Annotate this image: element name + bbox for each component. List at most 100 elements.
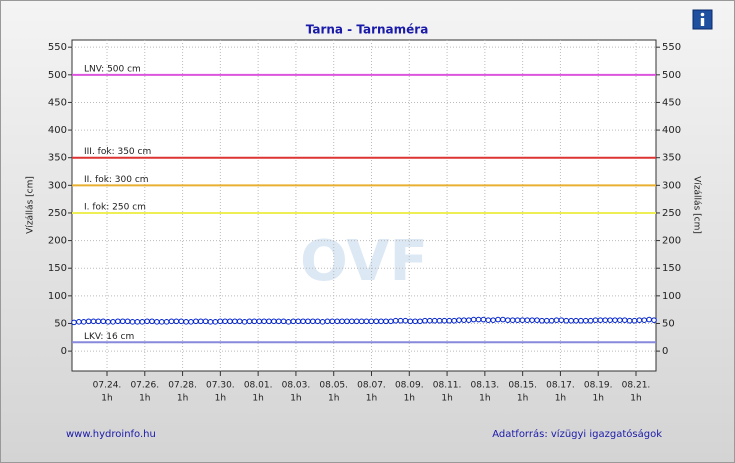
data-point <box>451 317 457 324</box>
watermark: OVF <box>300 229 428 294</box>
data-point <box>587 317 594 324</box>
data-point <box>124 318 131 325</box>
y2-tick-label: 550 <box>662 42 681 53</box>
data-point <box>534 317 540 323</box>
y-tick-label: 450 <box>48 97 67 108</box>
threshold-label: II. fok: 300 cm <box>84 175 149 185</box>
data-point <box>349 318 355 325</box>
data-point <box>353 318 360 325</box>
x-tick-label: 08.19. <box>584 381 613 391</box>
x-tick-label: 08.05. <box>319 381 348 391</box>
source: Adatforrás: vízügyi igazgatóságok <box>492 428 662 440</box>
data-point <box>76 319 82 325</box>
data-point <box>582 317 589 324</box>
x-tick-label: 07.26. <box>130 381 159 391</box>
threshold-label: LNV: 500 cm <box>84 64 141 74</box>
data-point <box>402 317 409 324</box>
y2-tick-label: 50 <box>662 318 675 329</box>
data-point <box>500 316 506 323</box>
data-point <box>573 317 579 324</box>
y-tick-label: 400 <box>48 125 67 136</box>
data-point <box>329 318 336 325</box>
x-tick-label: 08.11. <box>433 381 462 391</box>
data-point <box>149 318 155 325</box>
data-point <box>504 317 511 323</box>
data-point <box>290 318 297 325</box>
y-tick-label: 300 <box>48 180 67 191</box>
threshold-label: LKV: 16 cm <box>84 332 134 342</box>
x-tick-label: 08.09. <box>395 381 424 391</box>
data-point <box>441 317 448 324</box>
y-tick-label: 100 <box>48 291 67 302</box>
data-point <box>461 317 467 323</box>
data-point <box>358 318 365 325</box>
info-icon[interactable] <box>692 9 713 30</box>
data-point <box>480 316 487 323</box>
data-point <box>626 317 633 324</box>
data-point <box>85 318 92 325</box>
data-point <box>266 318 272 325</box>
data-point <box>222 318 228 325</box>
data-point <box>436 317 443 324</box>
info-stem[interactable] <box>700 18 705 26</box>
x-tick-label: 08.15. <box>508 381 537 391</box>
data-point <box>612 317 618 323</box>
data-point <box>119 318 126 325</box>
data-point <box>617 317 623 323</box>
data-point <box>344 318 350 325</box>
y-tick-label: 550 <box>48 42 67 53</box>
x-tick-hour: 1h <box>139 394 150 404</box>
x-tick-label: 07.28. <box>168 381 197 391</box>
data-point <box>607 317 613 323</box>
x-tick-label: 08.13. <box>471 381 500 391</box>
data-point <box>431 317 438 324</box>
data-point <box>310 318 316 325</box>
data-point <box>621 317 628 323</box>
data-point <box>334 318 340 325</box>
data-point <box>295 318 302 325</box>
x-tick-hour: 1h <box>592 394 603 404</box>
y2-axis-label: Vízállás [cm] <box>692 176 702 234</box>
data-point <box>646 316 652 323</box>
data-point <box>261 318 267 325</box>
x-tick-hour: 1h <box>366 394 377 404</box>
source-url[interactable]: www.hydroinfo.hu <box>66 429 156 440</box>
x-tick-label: 08.01. <box>244 381 273 391</box>
info-dot[interactable] <box>700 12 705 17</box>
data-point <box>543 317 550 324</box>
data-point <box>178 318 185 325</box>
data-point <box>236 318 243 325</box>
data-point <box>256 318 263 325</box>
data-point <box>227 318 233 325</box>
x-tick-hour: 1h <box>290 394 301 404</box>
data-point <box>144 318 150 325</box>
data-point <box>129 319 136 325</box>
data-point <box>158 319 165 325</box>
x-tick-label: 07.30. <box>206 381 235 391</box>
x-tick-hour: 1h <box>177 394 188 404</box>
data-point <box>110 319 116 325</box>
data-point <box>524 317 531 323</box>
data-point <box>446 317 453 324</box>
y-axis-label: Vízállás [cm] <box>26 176 36 234</box>
threshold-label: I. fok: 250 cm <box>84 202 146 212</box>
data-point <box>485 317 492 323</box>
x-tick-hour: 1h <box>404 394 415 404</box>
data-point <box>285 319 292 325</box>
y2-tick-label: 350 <box>662 153 681 164</box>
data-point <box>139 319 146 325</box>
data-point <box>465 317 472 323</box>
y-tick-label: 0 <box>61 346 67 357</box>
y2-tick-label: 100 <box>662 291 681 302</box>
data-point <box>163 319 170 325</box>
data-point <box>324 318 331 325</box>
data-point <box>388 318 394 325</box>
data-point <box>173 318 180 325</box>
y-tick-label: 350 <box>48 153 67 164</box>
data-point <box>631 317 638 324</box>
x-tick-hour: 1h <box>101 394 112 404</box>
y-tick-label: 200 <box>48 236 67 247</box>
data-point <box>553 317 560 323</box>
data-point <box>207 319 214 325</box>
data-point <box>568 317 574 324</box>
